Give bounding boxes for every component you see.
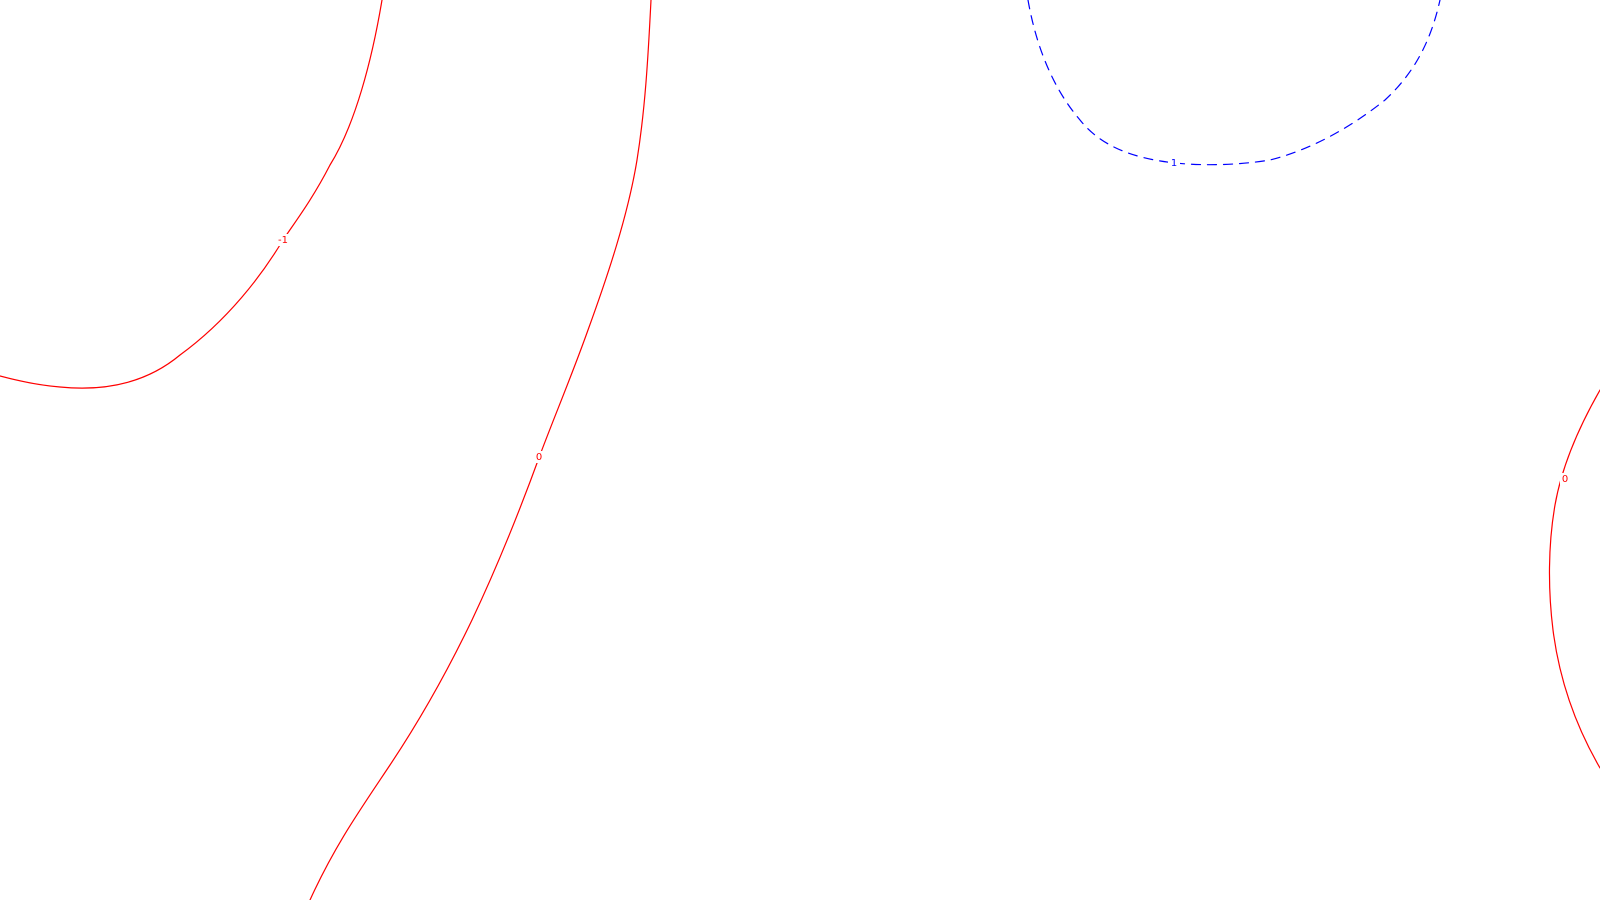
contour-line-neg1: [0, 0, 383, 389]
contour-label-pos1: 1: [1171, 158, 1177, 169]
contour-neg1-upper-left: -1: [0, 0, 383, 389]
contour-label-zero-right: 0: [1562, 474, 1568, 485]
contour-pos1-top-right: 1: [1027, 0, 1441, 169]
contour-line-pos1: [1027, 0, 1441, 166]
contour-zero-center: 0: [309, 0, 652, 900]
contour-zero-right-edge: 0: [1548, 389, 1600, 769]
contour-label-neg1: -1: [278, 235, 288, 246]
contour-line-zero-center: [309, 0, 652, 900]
contour-line-zero-right: [1548, 389, 1600, 769]
contour-label-zero-center: 0: [536, 452, 542, 463]
